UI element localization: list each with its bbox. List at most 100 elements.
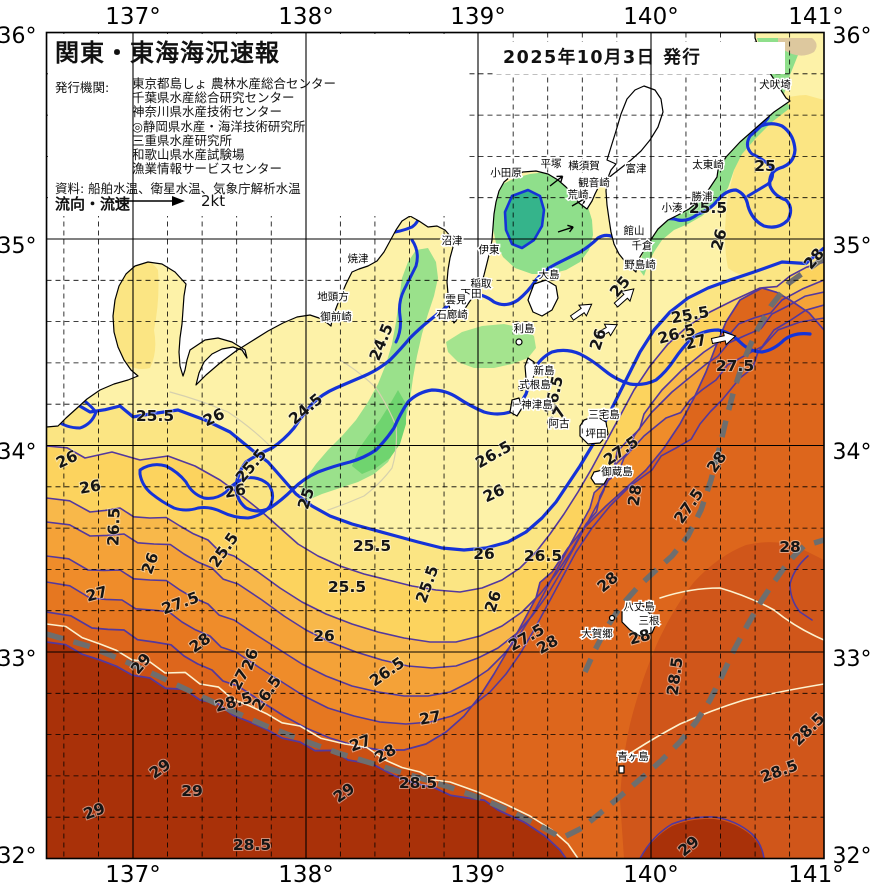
place-label: 沼津 (442, 234, 463, 247)
place-label: 焼津 (348, 253, 369, 265)
gray-contour-2 (169, 391, 271, 447)
place-label: 犬吠埼 (759, 78, 791, 91)
issuer-item: ◎静岡県水産・海洋技術研究所 (132, 118, 306, 134)
lat-label-left: 36° (0, 24, 37, 49)
place-label: 八丈島 (623, 600, 655, 613)
shikinejima-island (517, 384, 525, 392)
lon-label-bottom: 139° (450, 862, 505, 888)
place-label: 新島 (534, 364, 555, 377)
strong-current-arrow (613, 288, 635, 308)
hachijojima-island (621, 603, 657, 637)
lat-label-right: 32° (833, 844, 872, 869)
issuer-item: 漁業情報サービスセンター (132, 161, 283, 177)
lon-label-top: 139° (450, 4, 505, 30)
date-backdrop (495, 42, 785, 74)
lat-label-left: 35° (0, 234, 37, 259)
place-label: 大賀郷 (581, 627, 613, 640)
place-label: 利島 (514, 322, 535, 335)
toshima-island (515, 338, 523, 346)
contour-label: 26.5 (524, 547, 562, 565)
map-border (45, 31, 825, 860)
place-label: 雲見 (446, 294, 467, 306)
strong-current-arrow (569, 303, 593, 321)
place-label: 阿古 (549, 417, 570, 430)
current-speed-label: 2kt (201, 192, 226, 210)
place-label: 御前崎 (320, 310, 352, 323)
lat-label-right: 36° (833, 24, 872, 49)
place-label: 御蔵島 (601, 465, 633, 478)
contour-label: 26 (313, 627, 335, 645)
lon-label-bottom: 140° (623, 862, 678, 888)
lon-label-top: 140° (623, 4, 678, 30)
header-backdrop (48, 34, 468, 216)
issuer-item: 東京都島しょ 農林水産総合センター (132, 76, 336, 91)
axis-labels: 137° 137° 138° 138° 139° 139° 140° 140° 141° 141°… (0, 4, 872, 888)
place-label: 式根島 (519, 378, 551, 391)
kuroshio-axis (46, 255, 824, 842)
lon-label-top: 137° (105, 4, 160, 30)
contour-label: 25.5 (689, 199, 727, 217)
blue-ise-mouth-loop (138, 463, 275, 520)
white-28-5-se2 (659, 587, 824, 641)
issuer-item: 三重県水産研究所 (132, 132, 233, 148)
place-label: 平塚 (541, 158, 562, 170)
contour-label: 26.5 (104, 507, 123, 546)
contour-label: 29 (181, 782, 203, 800)
contour-label: 28 (625, 483, 646, 507)
niijima-island (524, 357, 536, 383)
current-arrow (571, 196, 587, 207)
lon-label-bottom: 138° (278, 862, 333, 888)
green-tongue-core (352, 390, 406, 474)
issuer-item: 千葉県水産総合研究センター (132, 90, 295, 106)
se-warm-patch (620, 542, 824, 859)
map-area: 2525.5262825.526.52727.5252624.524.525.5… (46, 32, 824, 859)
suruga-green-tongue (300, 248, 438, 500)
place-label: 坪田 (586, 427, 607, 440)
lat-label-right: 35° (833, 234, 872, 259)
lat-label-right: 34° (833, 440, 872, 465)
place-label: 横須賀 (568, 159, 600, 172)
aogashima-island (618, 765, 625, 774)
contour-label: 26 (223, 480, 247, 501)
contour-label: 28.5 (399, 774, 437, 792)
lon-label-bottom: 141° (788, 862, 843, 888)
place-label: 小湊 (662, 201, 683, 214)
legend-arrow-2kt (115, 196, 185, 206)
strong-current-arrow (710, 331, 737, 346)
issue-date: 2025年10月3日 発行 (503, 48, 702, 68)
place-label: 勝浦 (692, 190, 713, 203)
current-arrow (549, 175, 564, 187)
place-label: 地頭方 (317, 290, 349, 303)
contour-label: 26 (473, 545, 495, 563)
current-arrows (115, 175, 737, 346)
place-label: 富津 (626, 162, 647, 175)
contour-label: 25.5 (136, 407, 174, 425)
place-label: 神津島 (521, 398, 553, 411)
place-label: 荒崎 (568, 188, 589, 201)
tan-patch-1 (778, 38, 817, 56)
contour-label: 27 (418, 707, 442, 728)
lat-label-right: 33° (833, 647, 872, 672)
miyakejima-island (579, 415, 609, 445)
issuer-list: 東京都島しょ 農林水産総合センター 千葉県水産総合研究センター 神奈川県水産技術セン… (132, 76, 336, 177)
isotherm (46, 641, 567, 859)
blue-boso-meander (696, 122, 797, 229)
sagami-cold-patch (505, 190, 544, 248)
contour-label: 26 (78, 476, 102, 497)
issuer-item: 和歌山県水産試験場 (132, 147, 245, 163)
grid-major (46, 32, 824, 859)
isotherm (46, 623, 579, 859)
boso-coast-green-strip (638, 100, 790, 276)
isotherm (46, 246, 824, 552)
mikurajima-island (590, 469, 609, 485)
place-label: 観音崎 (578, 176, 610, 189)
contour-label: 25.5 (353, 537, 391, 555)
blue-suruga-tail (394, 238, 419, 344)
lat-label-left: 32° (0, 844, 37, 869)
place-label: 稲取 (471, 278, 492, 290)
lon-label-top: 141° (788, 4, 843, 30)
place-label: 三宅島 (588, 408, 620, 421)
issuer-label: 発行機関: (55, 80, 110, 95)
